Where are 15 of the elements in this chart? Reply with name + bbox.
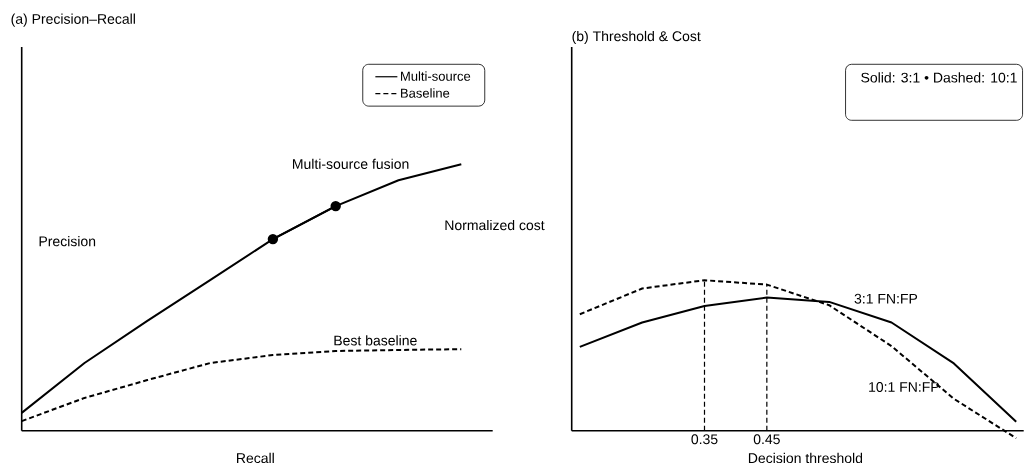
chart-title: (b) Threshold & Cost xyxy=(572,30,701,44)
text: Solid: 3:1 • Dashed: 10:1 xyxy=(861,72,1017,83)
y-axis-title: Precision xyxy=(39,236,96,247)
annotation: 3:1 FN:FP xyxy=(854,293,918,304)
x-axis-title: Recall xyxy=(237,452,274,464)
x-tick-label: 0.35 xyxy=(691,434,718,445)
annotation: Best baseline xyxy=(334,335,417,346)
y-axis-title: Normalized cost xyxy=(445,219,545,231)
legend-label: Baseline xyxy=(401,88,450,98)
legend-label: Multi-source xyxy=(401,71,471,81)
chart-title: (a) Precision–Recall xyxy=(11,13,135,27)
x-axis-title: Decision threshold xyxy=(748,452,863,464)
annotation: 10:1 FN:FP xyxy=(869,381,939,392)
annotation: Multi-source fusion xyxy=(292,158,409,169)
x-tick-label: 0.45 xyxy=(753,434,780,445)
